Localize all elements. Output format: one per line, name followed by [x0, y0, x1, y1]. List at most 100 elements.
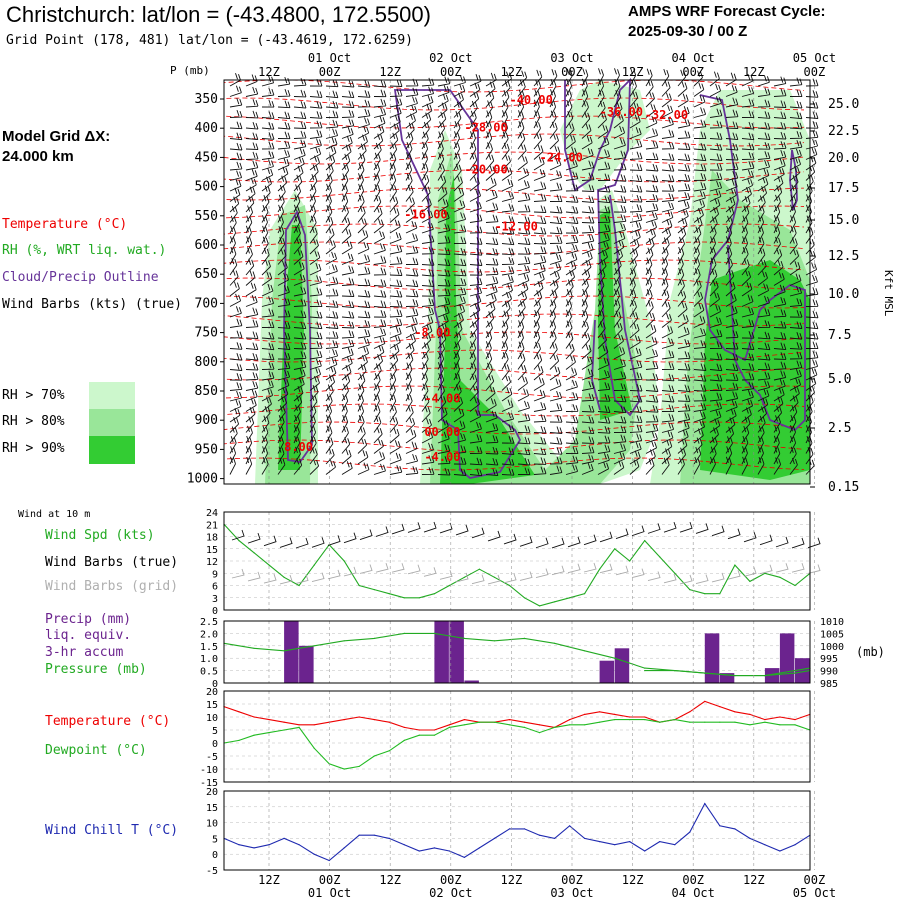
wind-barb-955 [709, 341, 723, 349]
wind-barb-362 [693, 173, 707, 181]
wind-barb-959 [773, 342, 787, 351]
wind-barb-283 [613, 150, 627, 160]
wind-barb-148 [229, 121, 243, 130]
wind-barb-292 [757, 151, 771, 160]
wind-barb-111 [229, 109, 243, 118]
wind-barb-951 [645, 336, 658, 349]
wind-barb-232 [389, 132, 399, 150]
wind-barb-742 [261, 283, 274, 297]
wind-speed-line-pt-18 [493, 576, 496, 578]
wind-barb-624 [741, 236, 749, 255]
wind-barb-857 [325, 321, 339, 329]
wind-barb-196 [405, 122, 415, 139]
wind-barb-754 [453, 287, 467, 297]
wind-barb-211 [645, 128, 659, 139]
wind10-barb-true-21 [567, 536, 581, 548]
wind-barb-40 [277, 88, 291, 97]
wind10-barb-true-34 [775, 536, 789, 548]
wind-barb-1151 [293, 395, 303, 412]
wind-barb-1198 [453, 408, 465, 423]
wind-barb-1028 [693, 363, 707, 371]
wind-barb-638 [373, 255, 387, 265]
wind-barb-917 [693, 327, 707, 339]
pressure-line-1-pt-1 [674, 670, 676, 672]
wind-barb-1263 [309, 425, 317, 444]
wind-barb-963 [245, 352, 259, 361]
wind-barb-912 [613, 322, 623, 339]
wind10-barb-grid-20 [551, 565, 565, 576]
pressure-line-0-pt-10 [523, 637, 526, 640]
wind-barb-1135 [629, 394, 643, 403]
wind-barb-1262 [293, 425, 300, 444]
wind-barb-1191 [341, 404, 348, 423]
wind10-barb-true-28 [679, 522, 693, 533]
wind-barb-800 [597, 288, 604, 307]
wind-barb-1001 [261, 362, 275, 370]
precip-bar-9 [764, 668, 780, 683]
label-wind-barbs-grid: Wind Barbs (grid) [45, 579, 179, 594]
wind-barb-1060 [613, 371, 627, 381]
wind-barb-1281 [597, 435, 611, 444]
wind-barb-384 [453, 175, 463, 192]
wind-speed-line-pt-27 [629, 560, 631, 562]
wind-barb-557 [261, 225, 269, 244]
wind-barb-1252 [725, 417, 736, 433]
wind-barb-753 [437, 288, 451, 297]
wind-barb-1374 [309, 458, 320, 475]
wind-barb-435 [677, 191, 691, 202]
wind-barb-444 [229, 196, 240, 213]
wind-barb-1055 [533, 364, 544, 381]
wind-barb-741 [245, 282, 257, 297]
wind-barb-571 [485, 237, 499, 246]
wind-barb-72 [789, 89, 803, 98]
precip-ytick-1: 0.5 [200, 667, 218, 678]
wind-barb-372 [261, 176, 272, 192]
wind-barb-1308 [437, 444, 451, 454]
wind-barb-115 [293, 111, 307, 120]
wind-barb-1050 [453, 362, 461, 381]
wind-barb-601 [373, 243, 386, 255]
top-hour-4: 12Z [501, 65, 523, 79]
wind-barb-583 [677, 227, 687, 244]
wind-ytick-2: 6 [212, 582, 218, 593]
wind-barb-185 [229, 132, 243, 141]
wind10-barb-grid-23 [599, 563, 613, 574]
legend-rh80-swatch [89, 409, 135, 436]
wind-barb-1310 [469, 446, 483, 454]
wind-barb-533 [469, 225, 483, 234]
wind-barb-999 [229, 363, 243, 371]
wind-barb-1185 [245, 406, 256, 423]
wind-barb-337 [293, 165, 304, 181]
precip-ytick-5: 2.5 [200, 617, 218, 628]
bottom-hour-5: 00Z [561, 873, 583, 887]
wind-barb-39 [261, 87, 275, 97]
wind-barb-817 [277, 309, 291, 318]
wind-barb-340 [341, 163, 350, 181]
wind-barb-703 [229, 269, 239, 286]
wind-barb-871 [549, 309, 556, 328]
wind-barb-712 [373, 279, 387, 287]
wind-barb-1063 [661, 373, 675, 382]
wind-barb-636 [341, 253, 354, 265]
wind-barb-301 [309, 155, 320, 171]
wind-barb-1341 [373, 451, 386, 465]
wind-barb-163 [469, 110, 477, 129]
temp-label-4: -24.00 [540, 150, 583, 164]
top-hour-9: 00Z [804, 65, 826, 79]
wind-barb-1120 [389, 383, 396, 402]
wind-barb-225 [277, 140, 291, 150]
wind-barb-1149 [261, 396, 272, 412]
temp-label-2: -32.00 [645, 108, 688, 122]
wind-barb-1153 [325, 394, 333, 412]
wind-barb-374 [293, 174, 303, 192]
wind-barb-926 [245, 342, 259, 351]
wind-barb-324 [677, 163, 691, 172]
wind-barb-584 [693, 226, 702, 244]
wind-barb-1181 [773, 396, 784, 412]
wind10-barb-grid-35 [791, 563, 805, 573]
top-hour-5: 00Z [561, 65, 583, 79]
wind-barb-141 [709, 108, 723, 118]
wind-barb-1152 [309, 394, 318, 412]
wind-barb-461 [501, 203, 515, 213]
wind-barb-1236 [469, 421, 482, 433]
